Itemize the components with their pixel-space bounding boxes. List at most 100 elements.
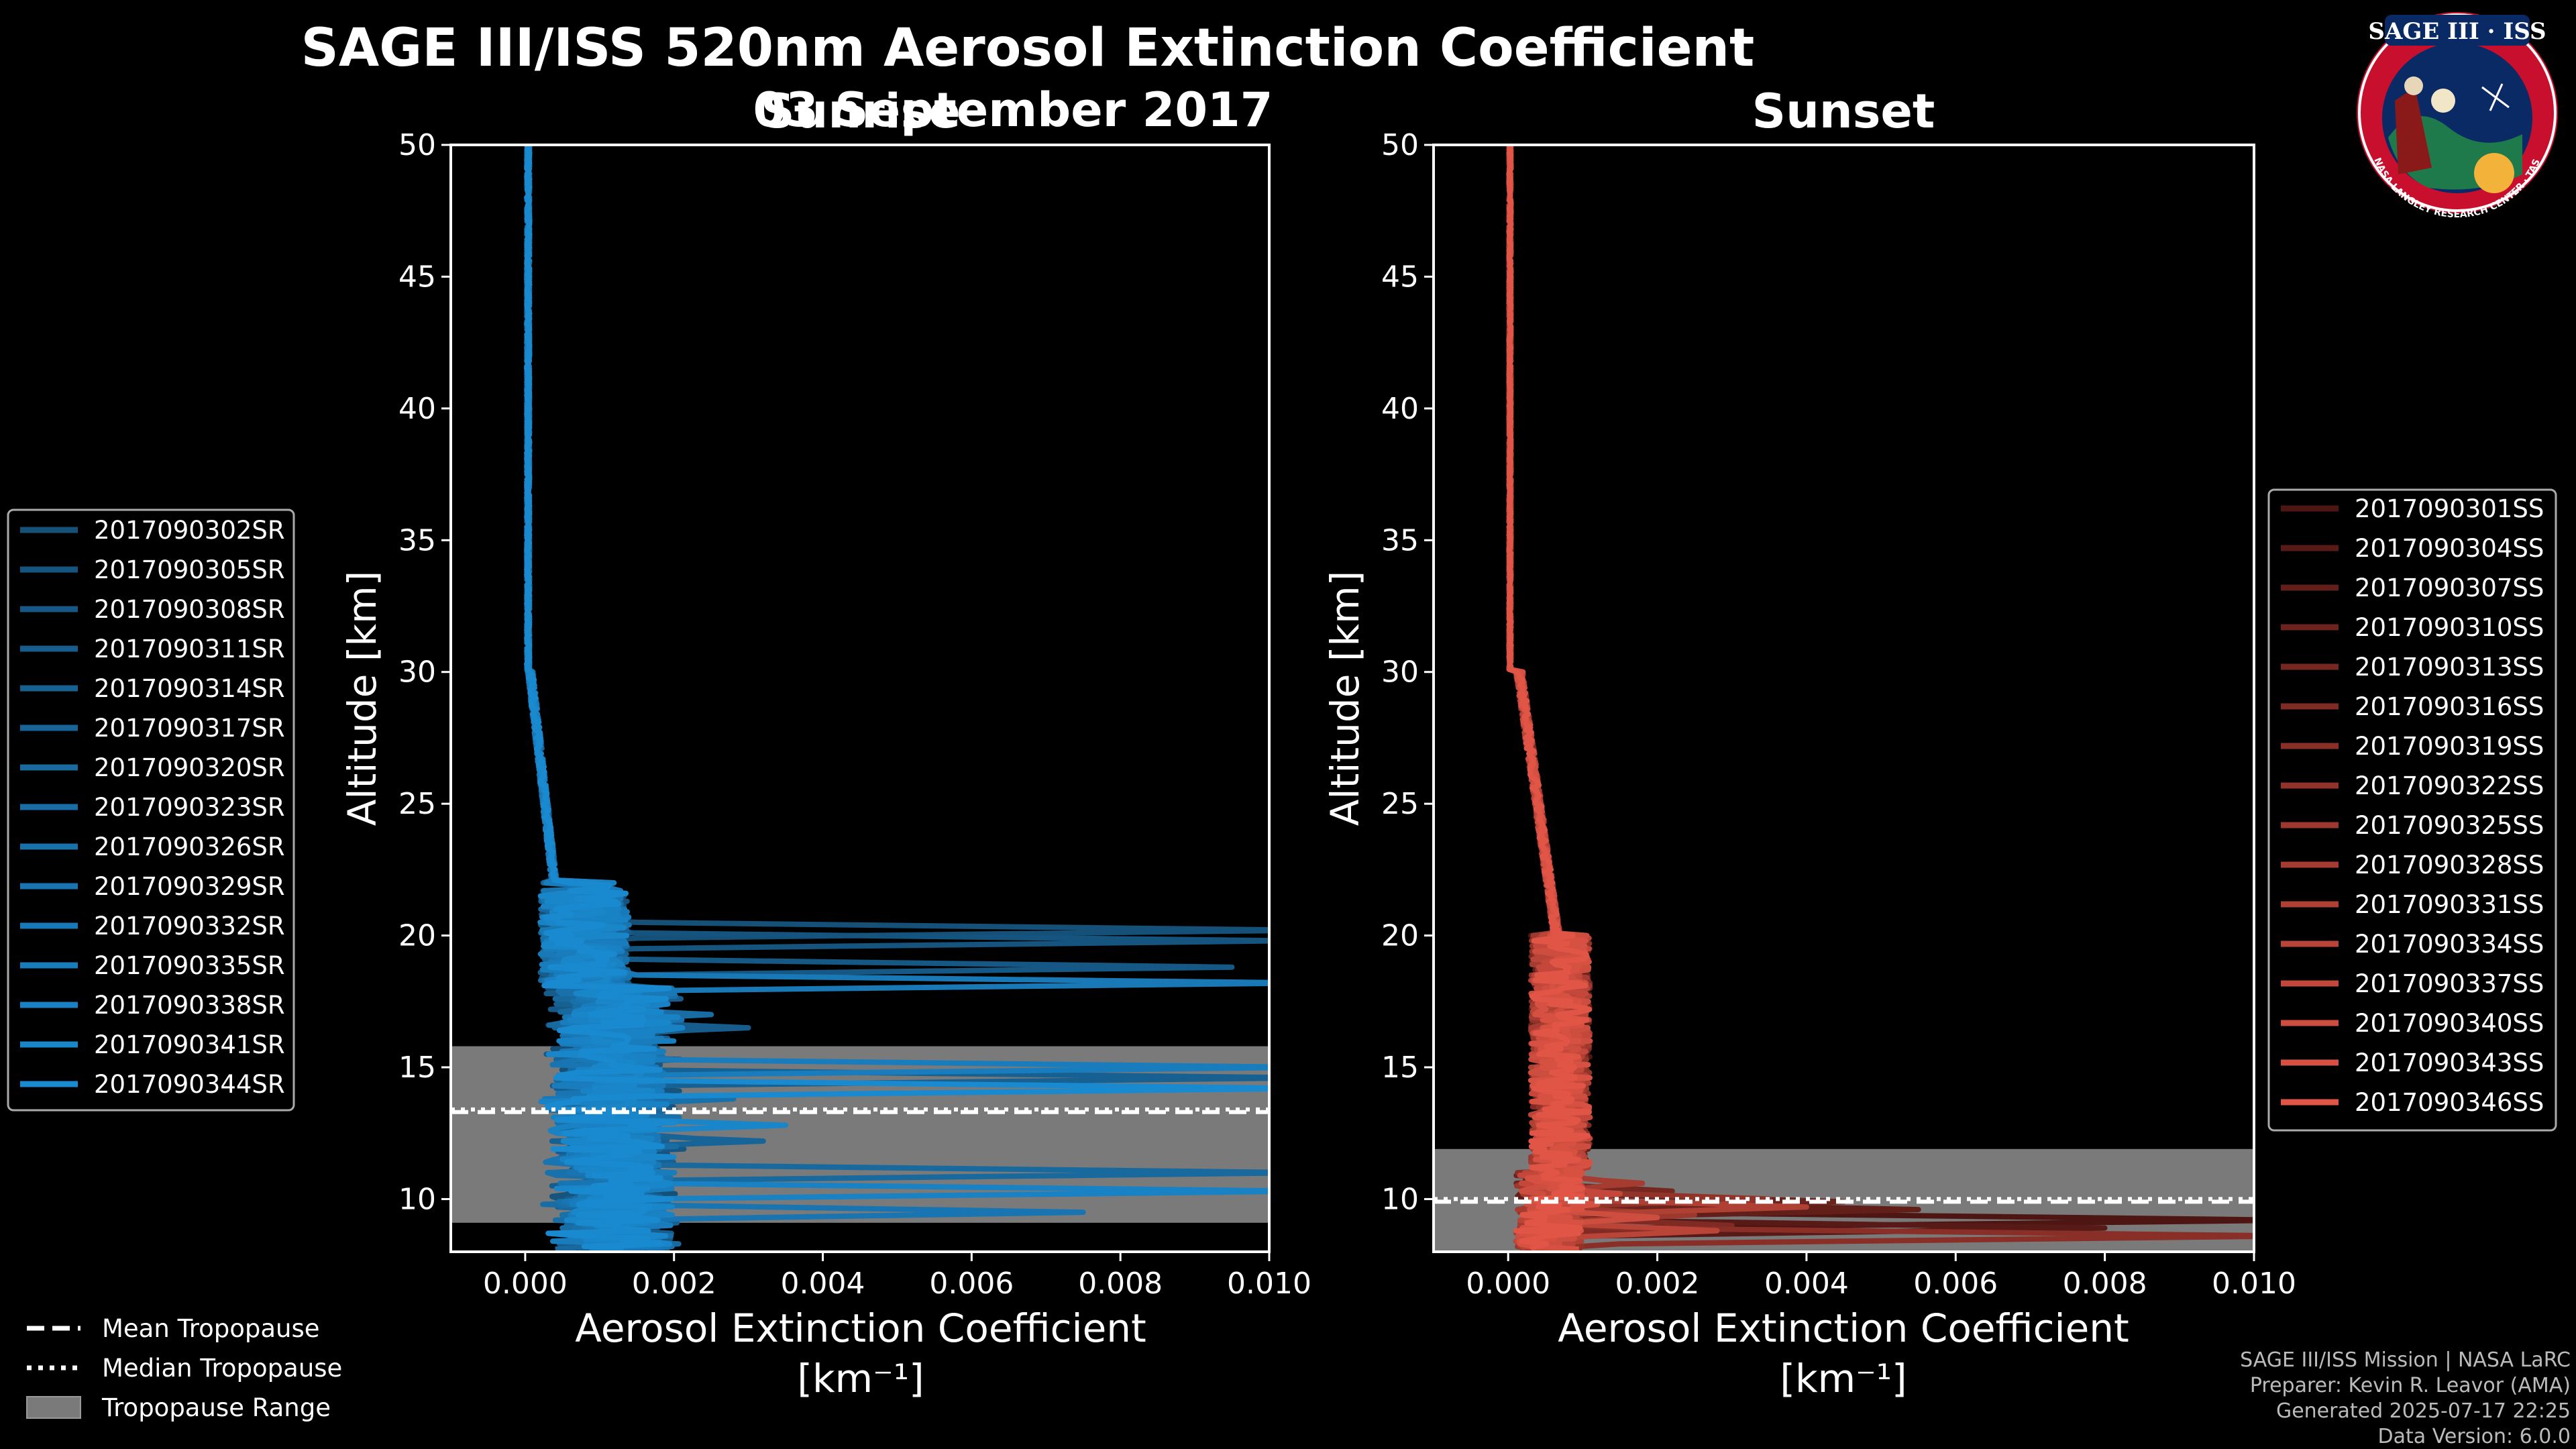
sunrise-ylabel: Altitude [km] (339, 571, 385, 826)
legend-label-2017090322SS: 2017090322SS (2355, 771, 2544, 800)
xtick-label: 0.006 (929, 1267, 1014, 1301)
legend-label-2017090331SS: 2017090331SS (2355, 890, 2544, 919)
figure-title: SAGE III/ISS 520nm Aerosol Extinction Co… (301, 18, 1755, 78)
sunset-xlabel-units: [km⁻¹] (1780, 1356, 1907, 1401)
sunset-panel-title: Sunset (1752, 84, 1935, 139)
ytick-label: 35 (1381, 523, 1419, 557)
tropopause-range-legend-swatch (26, 1396, 81, 1419)
legend-label-2017090335SR: 2017090335SR (94, 951, 285, 980)
legend-label-2017090307SS: 2017090307SS (2355, 574, 2544, 602)
sunset-xlabel: Aerosol Extinction Coefficient (1558, 1305, 2129, 1351)
legend-label-2017090343SS: 2017090343SS (2355, 1049, 2544, 1077)
xtick-label: 0.000 (1466, 1267, 1550, 1301)
ytick-label: 10 (1381, 1182, 1419, 1216)
astronomer-figure-icon (2395, 87, 2432, 174)
footer-mission: SAGE III/ISS Mission | NASA LaRC (2240, 1348, 2571, 1372)
legend-label-2017090338SR: 2017090338SR (94, 991, 285, 1020)
legend-label-2017090344SR: 2017090344SR (94, 1070, 285, 1099)
ytick-label: 20 (398, 919, 436, 953)
ytick-label: 10 (398, 1182, 436, 1216)
sunrise-legend: 2017090302SR 2017090305SR 2017090308SR 2017… (7, 508, 295, 1112)
ytick-label: 50 (1381, 128, 1419, 162)
legend-label-2017090311SR: 2017090311SR (94, 635, 285, 663)
sunrise-series-group (524, 145, 1269, 1252)
xtick-label: 0.002 (1615, 1267, 1700, 1301)
ytick-label: 45 (398, 260, 436, 294)
ytick-label: 30 (398, 655, 436, 690)
footer-data-version: Data Version: 6.0.0 (2378, 1425, 2571, 1448)
legend-label-2017090323SR: 2017090323SR (94, 793, 285, 822)
series-line-2017090344SR (524, 145, 1269, 1252)
ytick-label: 35 (398, 523, 436, 557)
legend-label-2017090334SS: 2017090334SS (2355, 930, 2544, 959)
legend-label-2017090337SS: 2017090337SS (2355, 969, 2544, 998)
legend-label-2017090329SR: 2017090329SR (94, 872, 285, 901)
sun-icon (2474, 153, 2514, 193)
iss-panels-icon (2489, 83, 2504, 111)
xtick-label: 0.000 (483, 1267, 568, 1301)
sunset-axis-ticks: 10 15 20 25 30 35 40 45 50 0.000 0.002 0.004 0.006 0.… (1381, 128, 2296, 1301)
sunrise-legend-box (7, 508, 295, 1112)
sunset-axes-frame (1432, 144, 2255, 1253)
sunrise-chart: 10 15 20 25 30 35 40 45 50 0.000 0.002 0.004 0.006 0.… (339, 128, 1311, 1401)
sunset-series-group (1506, 145, 2254, 1252)
xtick-label: 0.010 (1227, 1267, 1311, 1301)
sunset-ylabel: Altitude [km] (1322, 571, 1368, 826)
tropopause-range-legend-label: Tropopause Range (101, 1393, 331, 1422)
legend-label-2017090341SR: 2017090341SR (94, 1030, 285, 1059)
legend-label-2017090332SR: 2017090332SR (94, 912, 285, 941)
footer-preparer: Preparer: Kevin R. Leavor (AMA) (2250, 1374, 2571, 1397)
footer-generated: Generated 2025-07-17 22:25 (2276, 1399, 2571, 1423)
xtick-label: 0.002 (632, 1267, 716, 1301)
ytick-label: 25 (398, 787, 436, 821)
legend-label-2017090317SR: 2017090317SR (94, 714, 285, 743)
xtick-label: 0.008 (2063, 1267, 2147, 1301)
ytick-label: 20 (1381, 919, 1419, 953)
xtick-label: 0.004 (1764, 1267, 1849, 1301)
legend-label-2017090305SR: 2017090305SR (94, 555, 285, 584)
legend-label-2017090314SR: 2017090314SR (94, 674, 285, 703)
mean-tropopause-legend-label: Mean Tropopause (102, 1314, 320, 1343)
ytick-label: 25 (1381, 787, 1419, 821)
sunrise-xlabel-units: [km⁻¹] (797, 1356, 924, 1401)
legend-label-2017090319SS: 2017090319SS (2355, 732, 2544, 761)
tropopause-legend: Mean Tropopause Median Tropopause Tropop… (26, 1314, 342, 1422)
legend-label-2017090308SR: 2017090308SR (94, 595, 285, 624)
ytick-label: 40 (398, 392, 436, 426)
legend-label-2017090313SS: 2017090313SS (2355, 653, 2544, 682)
legend-label-2017090301SS: 2017090301SS (2355, 494, 2544, 523)
legend-label-2017090316SS: 2017090316SS (2355, 692, 2544, 721)
ytick-label: 15 (1381, 1051, 1419, 1085)
sunrise-xlabel: Aerosol Extinction Coefficient (575, 1305, 1146, 1351)
sunrise-axis-ticks: 10 15 20 25 30 35 40 45 50 0.000 0.002 0.004 0.006 0.… (398, 128, 1311, 1301)
xtick-label: 0.004 (781, 1267, 865, 1301)
series-line-2017090346SS (1506, 145, 1593, 1252)
legend-label-2017090320SR: 2017090320SR (94, 753, 285, 782)
ytick-label: 40 (1381, 392, 1419, 426)
logo-title: SAGE III · ISS (2368, 18, 2546, 45)
sunrise-panel-title: Sunrise (761, 84, 961, 139)
legend-label-2017090325SS: 2017090325SS (2355, 811, 2544, 840)
astronomer-head-icon (2404, 76, 2423, 95)
legend-label-2017090302SR: 2017090302SR (94, 516, 285, 545)
ytick-label: 50 (398, 128, 436, 162)
footer-credits: SAGE III/ISS Mission | NASA LaRC Prepare… (2240, 1348, 2571, 1448)
figure-date: 03 September 2017 (753, 83, 1273, 138)
xtick-label: 0.008 (1078, 1267, 1163, 1301)
sunset-legend-box (2267, 488, 2557, 1132)
ytick-label: 15 (398, 1051, 436, 1085)
sunset-chart: 10 15 20 25 30 35 40 45 50 0.000 0.002 0.004 0.006 0.… (1322, 128, 2296, 1401)
logo-title-banner (2385, 15, 2530, 46)
ytick-label: 30 (1381, 655, 1419, 690)
legend-label-2017090340SS: 2017090340SS (2355, 1009, 2544, 1038)
legend-label-2017090326SR: 2017090326SR (94, 833, 285, 861)
moon-icon (2431, 89, 2455, 113)
xtick-label: 0.006 (1913, 1267, 1998, 1301)
xtick-label: 0.010 (2212, 1267, 2296, 1301)
sunset-legend: 2017090301SS 2017090304SS 2017090307SS 2017… (2267, 488, 2557, 1132)
ytick-label: 45 (1381, 260, 1419, 294)
sunrise-axes-frame (449, 144, 1271, 1253)
legend-label-2017090346SS: 2017090346SS (2355, 1088, 2544, 1117)
legend-label-2017090328SS: 2017090328SS (2355, 851, 2544, 879)
